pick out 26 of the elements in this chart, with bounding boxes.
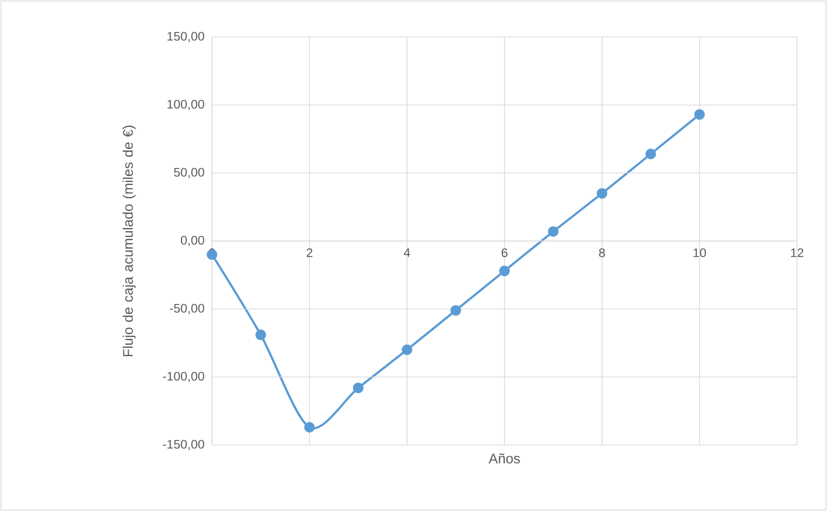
- point: [255, 330, 266, 340]
- point: [402, 344, 412, 356]
- point: [304, 422, 315, 433]
- x-tick-label: 12: [791, 248, 804, 258]
- point: [645, 148, 656, 160]
- point: [499, 266, 510, 276]
- point: [694, 109, 705, 120]
- x-tick-label: 8: [599, 248, 605, 258]
- x-tick-label: 6: [502, 248, 508, 258]
- x-tick-label: 10: [694, 248, 706, 258]
- y-tick-label: -150,00: [162, 440, 204, 450]
- y-tick-label: 150,00: [168, 32, 204, 42]
- point: [450, 305, 462, 316]
- point: [206, 249, 218, 260]
- x-tick-label: 4: [404, 248, 410, 257]
- y-tick-label: -50,00: [170, 304, 204, 314]
- point: [596, 188, 608, 199]
- point: [548, 226, 559, 237]
- y-tick-label: -100,00: [162, 372, 204, 382]
- y-tick-label: 100,00: [168, 100, 204, 110]
- x-tick-label: 2: [306, 248, 312, 258]
- x-axis-title: Años: [488, 453, 520, 464]
- y-tick-label: 50,00: [174, 168, 204, 178]
- point: [352, 382, 364, 394]
- y-tick-label: 0,00: [180, 236, 204, 246]
- y-axis-title: Flujo de caja acumulado (miles de €): [122, 126, 136, 356]
